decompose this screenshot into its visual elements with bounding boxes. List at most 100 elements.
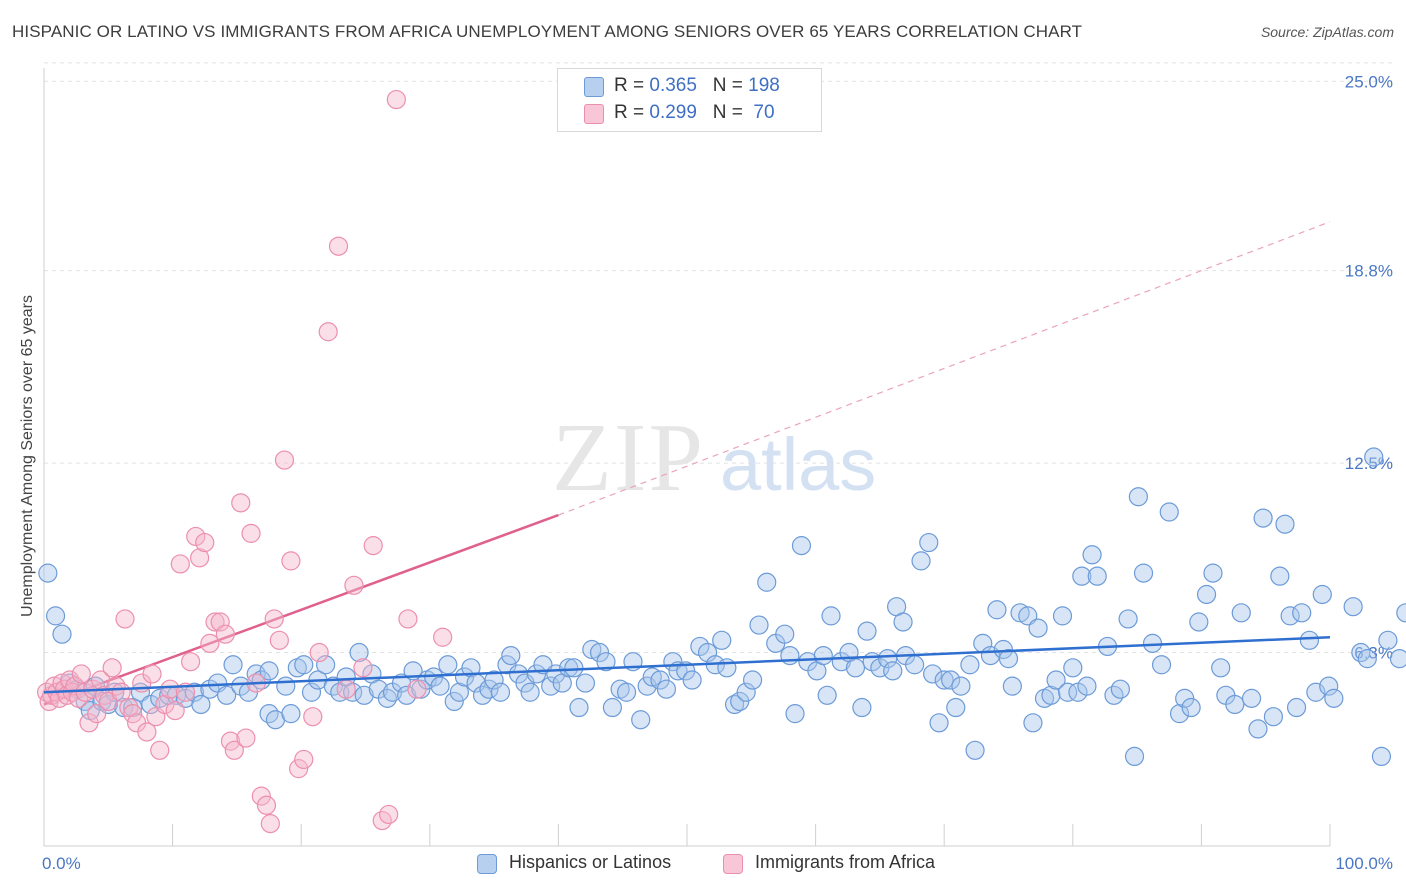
hispanic-point bbox=[1151, 655, 1172, 675]
africa-point bbox=[363, 536, 383, 556]
hispanic-point bbox=[919, 532, 939, 553]
grid-lines bbox=[44, 62, 1395, 654]
africa-point bbox=[407, 679, 427, 699]
hispanic-point bbox=[817, 685, 837, 705]
hispanic-point bbox=[1169, 704, 1190, 724]
hispanic-point bbox=[1046, 670, 1066, 690]
hispanic-point bbox=[1299, 630, 1320, 650]
africa-point bbox=[398, 609, 418, 629]
hispanic-point bbox=[1396, 603, 1406, 623]
africa-point bbox=[170, 554, 190, 574]
hispanic-point bbox=[501, 645, 521, 666]
x-tick-label: 100.0% bbox=[1335, 854, 1393, 873]
hispanic-point bbox=[461, 658, 481, 678]
hispanic-point bbox=[1389, 649, 1406, 669]
source-label: Source: ZipAtlas.com bbox=[1260, 24, 1394, 40]
hispanic-point bbox=[281, 704, 301, 724]
africa-point bbox=[309, 642, 329, 663]
hispanic-point bbox=[1319, 676, 1339, 696]
hispanic-point bbox=[1364, 447, 1384, 467]
hispanic-point bbox=[559, 658, 579, 678]
africa-swatch bbox=[584, 104, 604, 124]
hispanic-point bbox=[484, 670, 504, 690]
hispanic-point bbox=[276, 676, 296, 696]
hispanic-point bbox=[616, 682, 637, 702]
hispanic-swatch bbox=[584, 77, 604, 97]
hispanic-point bbox=[449, 682, 469, 702]
hispanic-point bbox=[1077, 676, 1097, 696]
africa-point bbox=[102, 658, 122, 678]
africa-point bbox=[336, 679, 356, 699]
hispanic-point bbox=[1225, 694, 1245, 715]
africa-point bbox=[328, 236, 349, 256]
hispanic-point bbox=[301, 682, 322, 702]
hispanic-point bbox=[1002, 676, 1022, 696]
africa-point bbox=[241, 523, 261, 543]
africa-point bbox=[160, 679, 180, 699]
africa-point bbox=[344, 575, 364, 595]
hispanic-point bbox=[642, 667, 662, 687]
africa-point bbox=[106, 676, 126, 696]
hispanic-point bbox=[1292, 603, 1312, 623]
hispanic-point bbox=[1023, 713, 1043, 733]
hispanic-point bbox=[1058, 682, 1078, 702]
hispanic-point bbox=[490, 682, 511, 702]
n-label: N = bbox=[712, 75, 749, 96]
hispanic-point bbox=[941, 670, 961, 690]
hispanic-point bbox=[821, 606, 841, 626]
hispanic-point bbox=[349, 642, 369, 663]
hispanic-point bbox=[45, 606, 66, 626]
hispanic-point bbox=[223, 655, 243, 675]
watermark-atlas: atlas bbox=[720, 423, 876, 506]
africa-point bbox=[256, 795, 277, 815]
hispanic-point bbox=[1028, 618, 1048, 638]
africa-points bbox=[36, 89, 453, 834]
hispanic-point bbox=[1211, 658, 1231, 678]
hispanic-point bbox=[444, 691, 464, 712]
hispanic-point bbox=[438, 655, 458, 675]
africa-point bbox=[379, 804, 399, 825]
hispanic-point bbox=[911, 551, 931, 571]
hispanic-point bbox=[52, 624, 72, 644]
hispanic-point bbox=[934, 670, 954, 690]
hispanic-point bbox=[775, 624, 795, 644]
hispanic-point bbox=[893, 612, 913, 632]
hispanic-point bbox=[259, 661, 279, 681]
hispanic-point bbox=[1286, 697, 1307, 718]
hispanic-point bbox=[316, 655, 336, 675]
hispanic-point bbox=[993, 639, 1013, 660]
legend-label-africa: Immigrants from Africa bbox=[755, 852, 936, 872]
hispanic-point bbox=[923, 664, 943, 684]
africa-point bbox=[142, 664, 162, 684]
hispanic-point bbox=[397, 685, 417, 705]
hispanic-point bbox=[217, 685, 237, 705]
hispanic-point bbox=[1072, 566, 1092, 586]
hispanic-point bbox=[905, 655, 925, 675]
hispanic-point bbox=[1118, 609, 1138, 629]
r-value: 0.299 bbox=[649, 102, 697, 123]
hispanic-point bbox=[479, 679, 499, 699]
hispanic-point bbox=[1041, 685, 1061, 705]
legend-swatch-africa bbox=[723, 854, 743, 874]
hispanic-point bbox=[852, 697, 872, 718]
africa-point bbox=[264, 609, 284, 629]
hispanic-point bbox=[960, 655, 980, 675]
africa-point bbox=[224, 740, 244, 760]
hispanic-point bbox=[951, 676, 971, 696]
hispanic-point bbox=[1203, 563, 1223, 583]
africa-point bbox=[353, 658, 373, 678]
hispanic-point bbox=[1018, 606, 1038, 626]
hispanic-point bbox=[1312, 584, 1332, 605]
hispanic-point bbox=[1248, 719, 1268, 739]
hispanic-point bbox=[791, 536, 812, 556]
hispanic-point bbox=[1110, 679, 1130, 699]
hispanic-point bbox=[1253, 508, 1273, 528]
africa-point bbox=[60, 670, 80, 690]
axes bbox=[43, 68, 1331, 847]
y-tick-label: 12.5% bbox=[1345, 454, 1393, 473]
africa-trend-dashed bbox=[558, 221, 1331, 516]
africa-point bbox=[274, 450, 295, 470]
africa-point bbox=[200, 633, 220, 653]
africa-point bbox=[269, 630, 289, 650]
